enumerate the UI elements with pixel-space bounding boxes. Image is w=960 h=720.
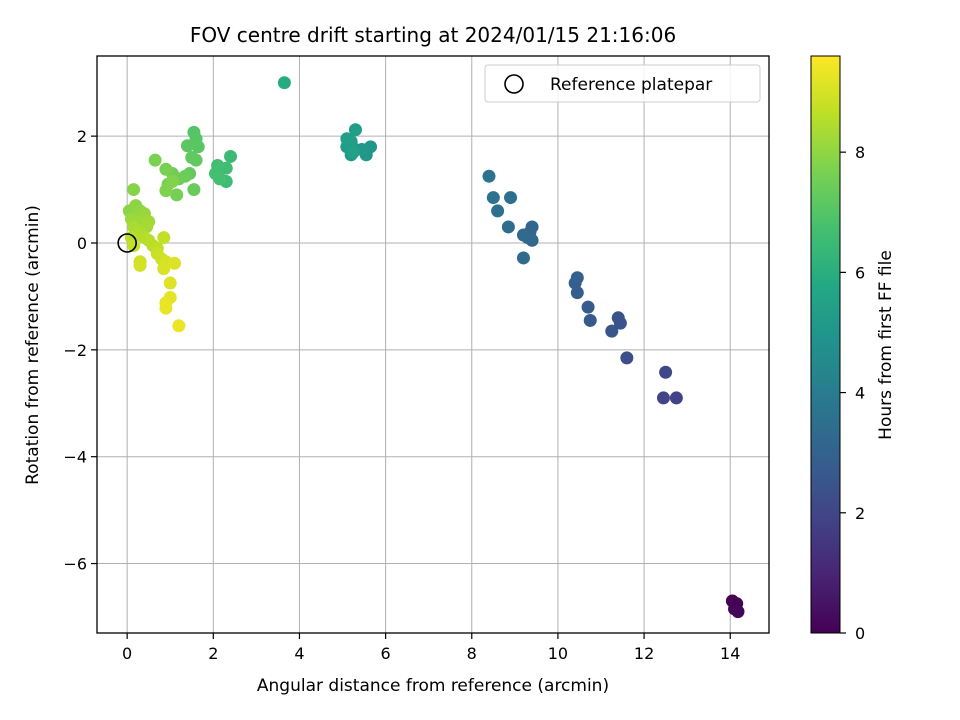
data-point [191, 140, 205, 154]
colorbar-tick-label: 0 [855, 624, 865, 643]
colorbar-label: Hours from first FF file [876, 250, 896, 440]
data-point [669, 391, 683, 405]
data-points [122, 76, 745, 619]
data-point [486, 191, 500, 205]
data-point [157, 262, 171, 276]
x-axis: 0 2 4 6 8 10 12 14 [122, 633, 740, 663]
data-point [224, 149, 238, 163]
legend-reference-marker [504, 74, 524, 94]
data-point [172, 319, 186, 333]
legend: Reference platepar [484, 64, 761, 103]
data-point [731, 605, 745, 619]
data-point [491, 204, 505, 218]
data-point [570, 271, 584, 285]
reference-platepar-marker [117, 233, 137, 253]
x-tick-label: 4 [294, 644, 304, 663]
x-tick-label: 12 [634, 644, 654, 663]
legend-box [484, 64, 761, 103]
y-axis: −6 −4 −2 0 2 [63, 127, 97, 574]
data-point [516, 228, 530, 242]
y-tick-label: −4 [63, 448, 87, 467]
data-point [501, 220, 515, 234]
data-point [620, 351, 634, 365]
x-tick-label: 2 [208, 644, 218, 663]
data-point [168, 256, 182, 270]
data-point [348, 123, 362, 137]
colorbar-axis: 0 2 4 6 8 [840, 143, 865, 643]
y-tick-label: 2 [77, 127, 87, 146]
data-point [504, 191, 518, 205]
data-point [277, 76, 291, 90]
data-point [187, 183, 201, 197]
colorbar [810, 55, 841, 634]
x-tick-label: 8 [467, 644, 477, 663]
colorbar-tick-label: 2 [855, 504, 865, 523]
data-point [159, 184, 173, 198]
data-point [159, 301, 173, 315]
y-tick-label: −2 [63, 341, 87, 360]
data-point [163, 276, 177, 290]
data-point [189, 153, 203, 167]
data-point [516, 251, 530, 265]
colorbar-tick-label: 4 [855, 384, 865, 403]
data-point [656, 391, 670, 405]
data-point [581, 300, 595, 314]
data-point [213, 172, 227, 186]
data-point [157, 231, 171, 245]
data-point [159, 162, 173, 176]
data-point [165, 175, 179, 189]
data-point [340, 132, 354, 146]
data-point [127, 183, 141, 197]
x-axis-label: Angular distance from reference (arcmin) [257, 676, 609, 696]
y-tick-label: 0 [77, 234, 87, 253]
x-tick-label: 6 [381, 644, 391, 663]
grid [97, 56, 769, 633]
data-point [346, 145, 360, 159]
colorbar-tick-label: 8 [855, 143, 865, 162]
data-point [605, 324, 619, 338]
x-tick-label: 0 [122, 644, 132, 663]
data-point [180, 139, 194, 153]
data-point [659, 365, 673, 379]
chart-title: FOV centre drift starting at 2024/01/15 … [190, 23, 676, 47]
data-point [148, 153, 162, 167]
y-axis-label: Rotation from reference (arcmin) [23, 205, 43, 485]
x-tick-label: 14 [720, 644, 740, 663]
data-point [482, 169, 496, 183]
data-point [170, 188, 184, 202]
data-point [583, 313, 597, 327]
y-tick-label: −6 [63, 555, 87, 574]
plot-frame [96, 55, 770, 634]
x-tick-label: 10 [548, 644, 568, 663]
data-point [611, 311, 625, 325]
legend-label: Reference platepar [550, 75, 712, 95]
data-point [133, 258, 147, 272]
colorbar-tick-label: 6 [855, 263, 865, 282]
